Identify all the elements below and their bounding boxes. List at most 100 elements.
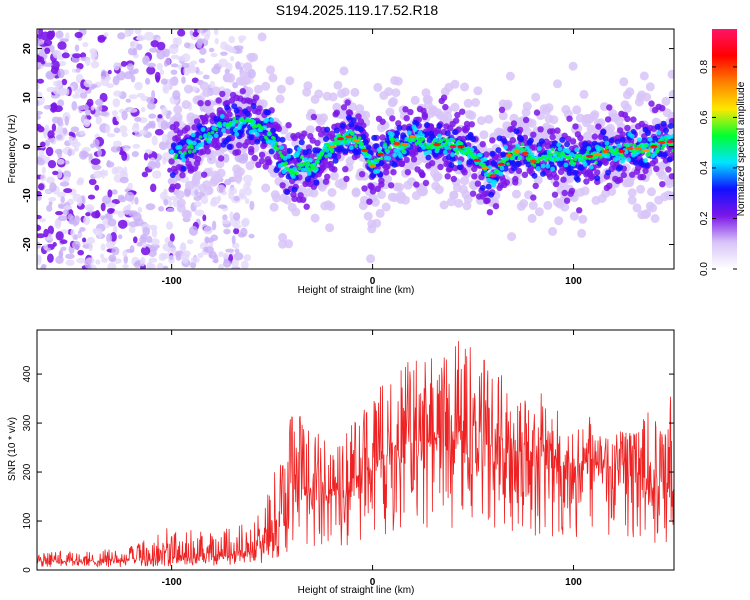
heatmap-ridge-cell [325, 223, 335, 233]
heatmap-ridge-cell [549, 115, 559, 125]
heatmap-ridge-cell [501, 138, 508, 145]
heatmap-ridge-cell [432, 138, 437, 143]
heatmap-ridge-cell [389, 97, 398, 106]
heatmap-noise-blob [52, 242, 57, 247]
heatmap-noise-blob [158, 206, 165, 212]
heatmap-ridge-cell [306, 161, 310, 165]
heatmap-ridge-cell [484, 197, 491, 204]
heatmap-ridge-cell [668, 89, 674, 99]
heatmap-noise-blob [161, 133, 168, 143]
heatmap-ridge-cell [449, 155, 456, 162]
heatmap-ridge-cell [234, 119, 239, 124]
heatmap-ridge-cell [350, 117, 357, 124]
heatmap-ridge-cell [350, 131, 355, 135]
heatmap-noise-blob [218, 58, 228, 68]
heatmap-ridge-cell [444, 145, 449, 151]
heatmap-noise-blob [228, 49, 238, 54]
heatmap-ridge-cell [394, 130, 401, 137]
heatmap-ridge-cell [244, 110, 251, 117]
heatmap-ridge-cell [505, 129, 515, 139]
heatmap-ridge-cell [500, 151, 507, 158]
heatmap-ridge-cell [586, 124, 596, 134]
heatmap-noise-blob [74, 31, 83, 39]
heatmap-ridge-cell [379, 134, 386, 141]
heatmap-noise-blob [144, 31, 155, 41]
heatmap-ridge-cell [303, 203, 310, 210]
heatmap-ridge-cell [620, 171, 627, 179]
heatmap-noise-blob [77, 249, 84, 256]
heatmap-ridge-cell [664, 136, 668, 141]
heatmap-ridge-cell [632, 159, 639, 166]
heatmap-ridge-cell [556, 161, 563, 167]
heatmap-noise-blob [85, 257, 95, 265]
heatmap-ridge-peak [473, 158, 481, 162]
heatmap-noise-blob [248, 233, 255, 239]
heatmap-noise-blob [244, 198, 250, 205]
heatmap-ridge-cell [233, 107, 240, 114]
heatmap-ridge-cell [482, 162, 486, 167]
heatmap-ridge-peak [489, 174, 497, 178]
heatmap-noise-blob [225, 248, 235, 253]
heatmap-ridge-cell [286, 148, 293, 154]
heatmap-noise-blob [145, 77, 151, 85]
heatmap-noise-blob [184, 42, 191, 49]
heatmap-noise-blob [150, 238, 160, 246]
heatmap-ridge-cell [274, 141, 279, 146]
heatmap-ridge-cell [450, 102, 460, 112]
heatmap-noise-blob [39, 218, 46, 223]
heatmap-ridge-cell [414, 141, 419, 146]
heatmap-ridge-cell [568, 187, 576, 195]
heatmap-ridge-cell [436, 122, 443, 129]
heatmap-ridge-cell [376, 190, 386, 200]
heatmap-ridge-cell [588, 164, 594, 170]
heatmap-ridge-cell [286, 154, 291, 159]
heatmap-noise-blob [74, 44, 80, 52]
heatmap-noise-blob [80, 151, 90, 158]
heatmap-noise-blob [194, 209, 205, 216]
heatmap-ridge-cell [282, 195, 292, 205]
heatmap-ridge-cell [468, 121, 475, 128]
heatmap-ridge-cell [569, 211, 579, 221]
heatmap-ridge-cell [302, 162, 307, 166]
heatmap-ridge-cell [312, 147, 319, 154]
heatmap-ridge-cell [278, 150, 282, 155]
heatmap-ridge-peak [401, 143, 409, 147]
heatmap-ridge-cell [566, 170, 573, 176]
heatmap-noise-blob [110, 145, 121, 153]
heatmap-ridge-cell [469, 190, 477, 197]
heatmap-ridge-cell [535, 166, 541, 171]
snr-frame [36, 329, 675, 571]
heatmap-ridge-cell [527, 213, 537, 223]
heatmap-noise-blob [43, 105, 52, 110]
heatmap-noise-blob [57, 99, 65, 107]
heatmap-ridge-cell [384, 163, 391, 170]
heatmap-noise-blob [87, 194, 96, 200]
heatmap-ridge-cell [624, 124, 631, 132]
heatmap-ridge-cell [627, 188, 637, 198]
heatmap-noise-blob [76, 179, 84, 186]
heatmap-ridge-cell [585, 150, 590, 155]
heatmap-ridge-cell [358, 171, 366, 178]
heatmap-noise-blob [68, 131, 74, 137]
heatmap-ridge-cell [647, 152, 651, 156]
heatmap-ridge-cell [444, 173, 451, 180]
heatmap-ridge-cell [344, 99, 351, 106]
heatmap-noise-blob [57, 41, 67, 50]
heatmap-ridge-cell [361, 110, 371, 120]
heatmap-ridge-cell [216, 184, 226, 194]
heatmap-ridge-cell [355, 113, 362, 120]
heatmap-ridge-cell [550, 147, 555, 152]
heatmap-ridge-cell [450, 175, 457, 183]
heatmap-noise-blob [243, 254, 252, 262]
heatmap-ridge-cell [273, 167, 280, 174]
heatmap-ridge-cell [609, 148, 614, 152]
heatmap-noise-blob [37, 78, 44, 84]
heatmap-ridge-cell [509, 113, 519, 123]
y-tick-label: 100 [22, 512, 33, 529]
heatmap-ridge-cell [211, 86, 221, 96]
heatmap-ridge-cell [253, 84, 263, 94]
heatmap-ridge-cell [503, 144, 508, 150]
heatmap-ridge-cell [502, 159, 507, 163]
heatmap-ridge-cell [397, 144, 402, 148]
heatmap-ridge-cell [578, 214, 588, 224]
